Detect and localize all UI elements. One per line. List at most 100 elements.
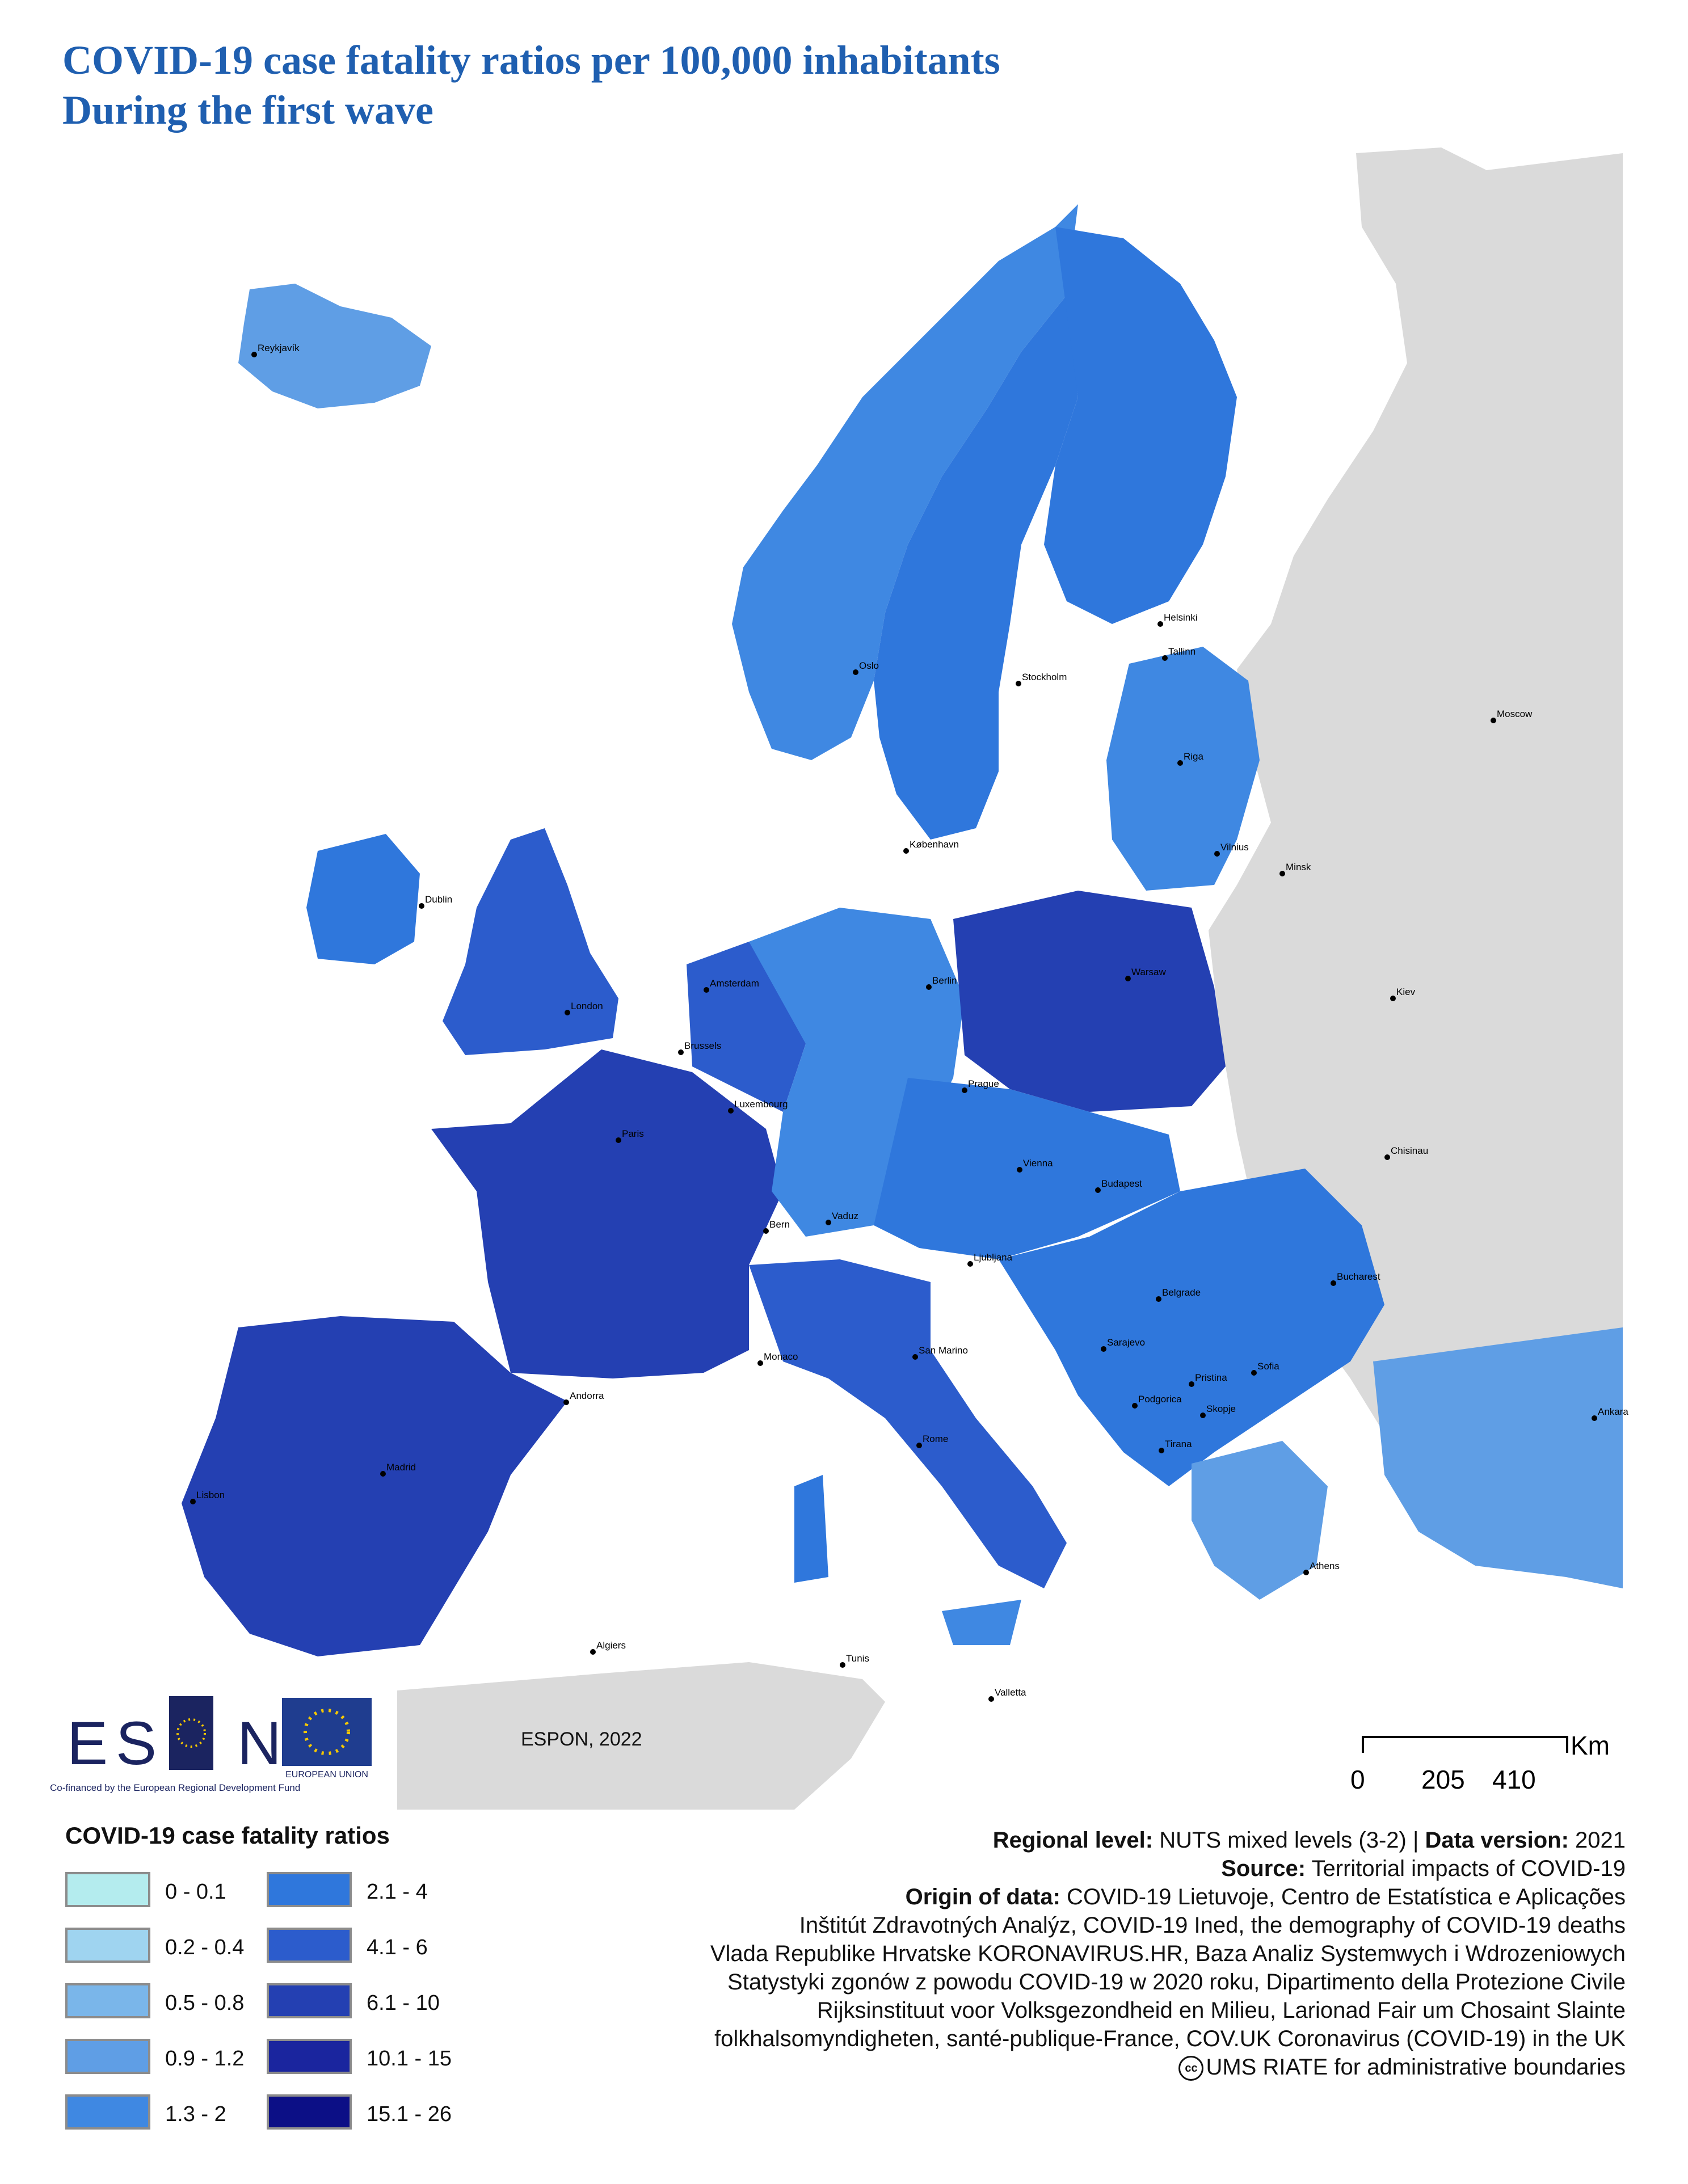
central-europe [874,1078,1180,1259]
city-label: Monaco [764,1351,798,1362]
city-marker [1303,1570,1309,1575]
turkey [1373,1327,1623,1588]
city-marker [251,352,257,357]
legend-swatch [65,2094,150,2130]
city-label: Budapest [1101,1178,1142,1189]
meta-key: Data version: [1425,1828,1569,1853]
city-marker [1157,621,1163,627]
legend-item: 1.3 - 2 [65,2094,326,2134]
scale-bar: Km 0 205 410 [1345,1719,1610,1794]
city-marker [190,1499,196,1504]
city-label: Algiers [596,1640,626,1651]
city-marker [1132,1403,1138,1409]
legend-item: 0.2 - 0.4 [65,1928,326,1967]
meta-value: COVID-19 Lietuvoje, Centro de Estatístic… [1060,1884,1626,1909]
city-marker [565,1010,570,1015]
city-marker [967,1261,973,1267]
city-marker [1384,1154,1390,1160]
meta-regional-level: Regional level: NUTS mixed levels (3-2) … [993,1827,1626,1854]
city-marker [1251,1370,1257,1376]
city-label: Madrid [386,1462,416,1473]
city-label: Valletta [995,1687,1026,1698]
city-label: Kiev [1396,986,1416,997]
europe-map: Reykjavík Oslo Stockholm Helsinki Tallinn Rig… [182,147,1628,1810]
scale-unit: Km [1571,1731,1610,1760]
city-marker [916,1443,922,1448]
city-label: Prague [968,1078,999,1089]
legend-swatch [65,1928,150,1963]
legend-item: 6.1 - 10 [267,1983,528,2023]
meta-value: NUTS mixed levels (3-2) | [1153,1828,1425,1853]
meta-origin-line: folkhalsomyndigheten, santé-publique-Fra… [714,2026,1626,2051]
meta-value: UMS RIATE for administrative boundaries [1206,2055,1626,2080]
legend-item: 10.1 - 15 [267,2039,528,2078]
city-label: Helsinki [1164,612,1198,623]
map-title: COVID-19 case fatality ratios per 100,00… [62,37,1000,83]
legend-swatch [267,2094,352,2130]
city-label: Stockholm [1022,672,1067,682]
city-marker [1214,851,1220,857]
meta-source: Source: Territorial impacts of COVID-19 [1221,1855,1626,1883]
legend-item: 0.9 - 1.2 [65,2039,326,2078]
city-marker [763,1228,769,1234]
scale-tick: 410 [1492,1765,1536,1794]
finland [1044,227,1237,624]
legend-label: 0.2 - 0.4 [165,1936,245,1959]
city-label: Bucharest [1337,1271,1380,1282]
city-marker [704,987,709,993]
sweden [874,295,1078,840]
legend-label: 1.3 - 2 [165,2102,226,2126]
eu-stars-icon [176,1718,206,1748]
legend-item: 2.1 - 4 [267,1872,528,1912]
city-marker [1200,1413,1206,1418]
legend-swatch [267,1872,352,1907]
city-label: Ankara [1598,1406,1628,1417]
city-label: Podgorica [1138,1394,1182,1405]
city-marker [1159,1448,1164,1453]
city-label: Amsterdam [710,978,759,989]
city-marker [840,1662,845,1668]
sicily [942,1600,1021,1645]
espon-logo-box [169,1696,213,1770]
city-label: Luxembourg [734,1099,788,1110]
legend-label: 0.9 - 1.2 [165,2047,245,2071]
city-marker [853,669,858,675]
legend-label: 0 - 0.1 [165,1880,226,1904]
city-label: Warsaw [1131,967,1166,977]
non-study-africa [397,1662,885,1810]
meta-key: Source: [1221,1856,1306,1881]
legend-label: 0.5 - 0.8 [165,1991,245,2015]
legend-swatch [65,2039,150,2074]
city-label: Sarajevo [1107,1337,1145,1348]
meta-origin-line: Rijksinstituut voor Volksgezondheid en M… [816,1998,1626,2023]
city-label: Tirana [1165,1439,1192,1449]
meta-value: Territorial impacts of COVID-19 [1306,1856,1626,1881]
legend-swatch [267,2039,352,2074]
city-label: Vienna [1023,1158,1053,1169]
city-label: Brussels [684,1040,721,1051]
legend-label: 15.1 - 26 [367,2102,452,2126]
great-britain [443,828,618,1055]
sardinia-corsica [794,1475,828,1583]
city-marker [1162,655,1168,661]
city-marker [962,1087,967,1093]
meta-key: Regional level: [992,1828,1154,1853]
legend-item: 0 - 0.1 [65,1872,326,1912]
meta-boundaries: cc UMS RIATE for administrative boundarie… [1178,2054,1626,2081]
city-marker [1279,871,1285,876]
city-label: Minsk [1286,862,1311,872]
city-label: Tallinn [1168,646,1196,657]
scale-tick: 205 [1421,1765,1465,1794]
poland [953,891,1226,1112]
city-marker [1390,996,1396,1001]
map-credit: ESPON, 2022 [521,1728,642,1750]
city-label: Pristina [1195,1372,1227,1383]
norway [732,204,1078,760]
city-label: Andorra [570,1390,604,1401]
espon-subtitle: Co-financed by the European Regional Dev… [50,1782,301,1793]
city-marker [903,848,909,854]
city-marker [678,1049,684,1055]
legend-item: 0.5 - 0.8 [65,1983,326,2023]
legend-title: COVID-19 case fatality ratios [65,1822,390,1849]
city-label: Sofia [1257,1361,1279,1372]
